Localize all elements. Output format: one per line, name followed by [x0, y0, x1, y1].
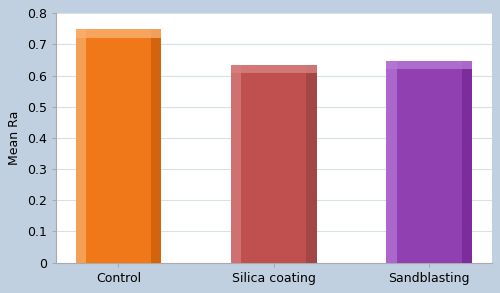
Bar: [76, 29, 86, 263]
Bar: [386, 61, 396, 263]
Bar: [462, 61, 472, 263]
Bar: [306, 65, 316, 263]
Bar: [151, 29, 161, 263]
Bar: [231, 65, 316, 73]
Y-axis label: Mean Ra: Mean Ra: [8, 111, 22, 165]
Bar: [386, 61, 472, 263]
Bar: [76, 29, 161, 38]
Bar: [231, 65, 316, 263]
Bar: [76, 29, 161, 263]
Bar: [231, 65, 241, 263]
Bar: [386, 61, 472, 69]
